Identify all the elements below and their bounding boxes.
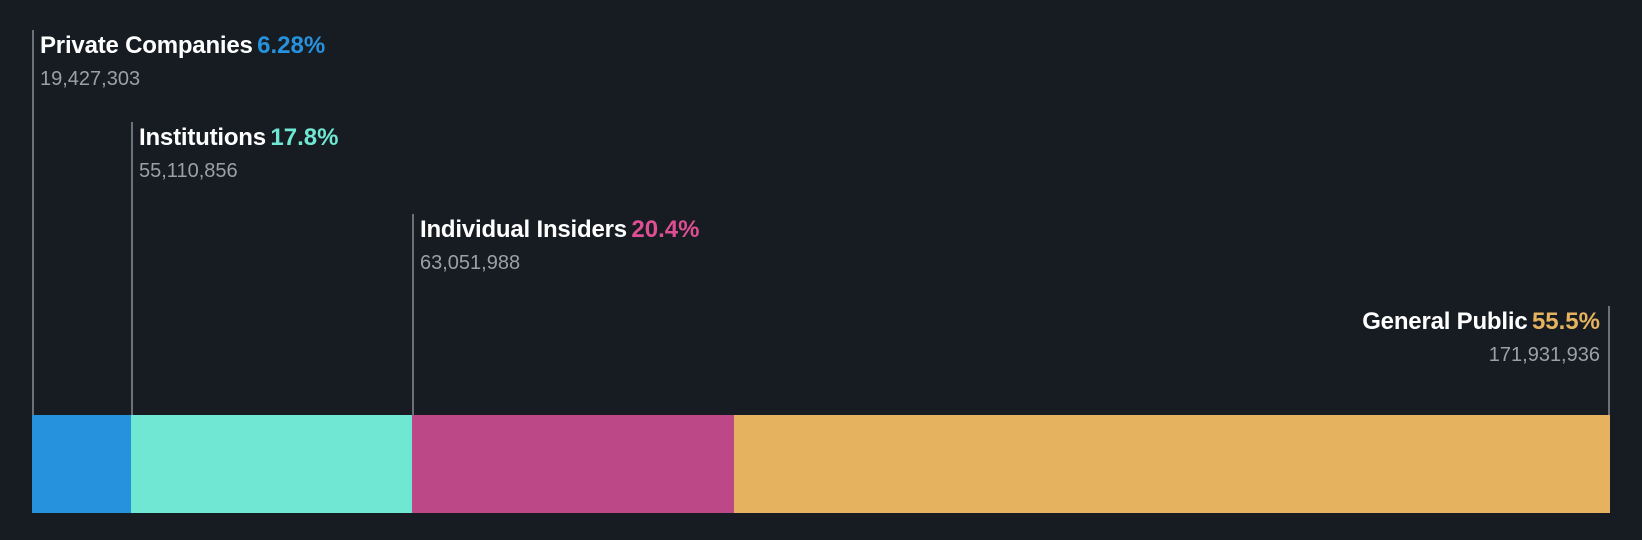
- label-general-public[interactable]: General Public 55.5% 171,931,936: [1362, 308, 1600, 366]
- tick-line-institutions: [131, 122, 133, 415]
- label-private-companies[interactable]: Private Companies 6.28% 19,427,303: [40, 32, 326, 90]
- label-individual-insiders-percent: 20.4%: [631, 216, 700, 243]
- label-institutions-percent: 17.8%: [270, 124, 339, 151]
- bar-segment-general-public[interactable]: [734, 415, 1610, 513]
- bar-segment-private-companies[interactable]: [32, 415, 132, 513]
- label-private-companies-shares: 19,427,303: [40, 68, 141, 90]
- label-private-companies-title: Private Companies: [40, 32, 253, 59]
- label-general-public-title: General Public: [1362, 308, 1528, 335]
- label-institutions-title: Institutions: [139, 124, 266, 151]
- stacked-bar: [32, 415, 1610, 513]
- tick-line-general-public: [1608, 306, 1610, 415]
- tick-line-private-companies: [32, 30, 34, 415]
- label-general-public-shares: 171,931,936: [1488, 344, 1600, 366]
- bar-segment-individual-insiders[interactable]: [412, 415, 735, 513]
- tick-line-individual-insiders: [412, 214, 414, 415]
- label-institutions[interactable]: Institutions 17.8% 55,110,856: [139, 124, 339, 182]
- label-general-public-percent: 55.5%: [1531, 308, 1600, 335]
- label-individual-insiders[interactable]: Individual Insiders 20.4% 63,051,988: [420, 216, 700, 274]
- label-individual-insiders-shares: 63,051,988: [420, 252, 521, 274]
- label-private-companies-percent: 6.28%: [257, 32, 326, 59]
- label-institutions-shares: 55,110,856: [139, 160, 238, 182]
- bar-segment-institutions[interactable]: [131, 415, 413, 513]
- label-individual-insiders-title: Individual Insiders: [420, 216, 627, 243]
